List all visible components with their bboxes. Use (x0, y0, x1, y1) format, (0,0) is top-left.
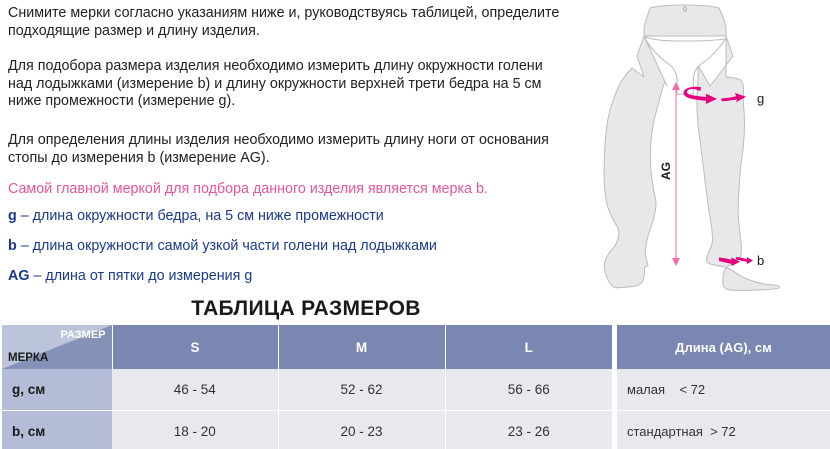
svg-text:AG: AG (659, 162, 673, 180)
svg-text:g: g (757, 91, 764, 106)
svg-text:b: b (757, 253, 764, 268)
